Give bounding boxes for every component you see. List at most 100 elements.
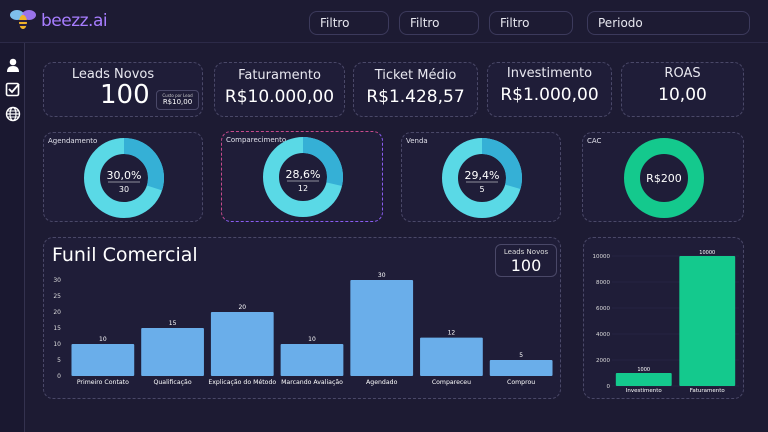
globe-icon[interactable] — [5, 106, 21, 122]
y-tick-label: 0 — [607, 384, 611, 390]
y-tick-label: 10000 — [593, 254, 611, 260]
donut-count: 5 — [479, 185, 484, 194]
cost-per-lead-box: Custo por Lead R$10,00 — [156, 90, 199, 110]
x-tick-label: Qualificação — [154, 379, 192, 386]
y-tick-label: 15 — [53, 325, 61, 332]
filter-1[interactable]: Filtro — [309, 11, 389, 35]
y-tick-label: 8000 — [596, 280, 610, 286]
donut-chart-agendamento: 30,0% 30 — [84, 138, 164, 218]
donut-percent: 30,0% — [107, 169, 142, 182]
kpi-faturamento-label: Faturamento — [238, 68, 321, 83]
y-tick-label: 2000 — [596, 358, 610, 364]
x-tick-label: Marcando Avaliação — [281, 379, 343, 386]
donut-card-comparecimento[interactable]: Comparecimento 28,6% 12 — [221, 131, 383, 222]
kpi-leads-label: Leads Novos — [71, 67, 155, 82]
y-tick-label: 6000 — [596, 306, 610, 312]
donut-chart-cac: R$200 — [624, 138, 704, 218]
kpi-ticket-card: Ticket Médio R$1.428,57 — [353, 62, 478, 117]
donut-ring — [624, 138, 704, 218]
y-tick-label: 0 — [57, 373, 61, 380]
bar-value-label: 15 — [169, 320, 177, 327]
kpi-investimento-card: Investimento R$1.000,00 — [487, 62, 612, 117]
funnel-bar[interactable] — [280, 344, 344, 376]
cost-per-lead-value: R$10,00 — [162, 98, 193, 106]
y-tick-label: 10 — [53, 341, 61, 348]
donut-ring-segment — [263, 137, 343, 217]
funnel-leads-badge: Leads Novos 100 — [495, 244, 557, 277]
donut-chart-venda: 29,4% 5 — [442, 138, 522, 218]
donut-percent: 29,4% — [465, 169, 500, 182]
donut-label: Comparecimento — [226, 136, 287, 144]
kpi-faturamento-value: R$10.000,00 — [224, 87, 335, 107]
funnel-card: Funil Comercial Leads Novos 100 0 5 10 15 20… — [43, 237, 561, 399]
y-tick-label: 5 — [57, 357, 61, 364]
donut-percent: 28,6% — [286, 168, 321, 181]
bar-value-label: 1000 — [637, 367, 650, 373]
kpi-roas-label: ROAS — [664, 66, 701, 81]
x-tick-label: Primeiro Contato — [77, 379, 129, 386]
x-tick-label: Investimento — [626, 388, 663, 394]
donut-ring-segment — [442, 138, 522, 218]
donut-label: Venda — [406, 137, 428, 145]
sidebar — [0, 43, 25, 432]
logo[interactable]: beezz.ai — [8, 7, 108, 35]
x-tick-label: Comprou — [507, 379, 535, 386]
revenue-bar[interactable] — [679, 256, 736, 386]
bee-icon — [8, 7, 38, 35]
kpi-investimento-label: Investimento — [506, 66, 593, 81]
revenue-card: 0 2000 4000 6000 8000 10000 1000 Investimento 10… — [583, 237, 744, 399]
top-bar: beezz.ai Filtro Filtro Filtro Periodo — [0, 0, 768, 43]
x-tick-label: Agendado — [366, 379, 398, 386]
donut-label: Agendamento — [48, 137, 98, 145]
kpi-ticket-value: R$1.428,57 — [366, 87, 465, 107]
kpi-leads-value: 100 — [100, 80, 150, 110]
funnel-bar[interactable] — [71, 344, 135, 376]
x-tick-label: Explicação do Método — [208, 378, 276, 386]
bar-value-label: 30 — [378, 272, 386, 279]
checkbox-icon[interactable] — [5, 81, 21, 97]
bar-value-label: 10000 — [699, 250, 715, 256]
funnel-bar[interactable] — [210, 312, 274, 376]
x-tick-label: Compareceu — [432, 379, 471, 386]
donut-ring-segment — [84, 138, 164, 218]
bar-value-label: 12 — [448, 330, 456, 337]
period-filter[interactable]: Periodo — [587, 11, 750, 35]
bar-value-label: 10 — [99, 336, 107, 343]
kpi-investimento-value: R$1.000,00 — [500, 85, 599, 105]
donut-count: 30 — [119, 185, 129, 194]
donut-card-venda: Venda 29,4% 5 — [401, 132, 561, 222]
bar-value-label: 5 — [519, 352, 523, 359]
x-tick-label: Faturamento — [690, 388, 726, 394]
funnel-badge-label: Leads Novos — [503, 248, 549, 256]
y-tick-label: 30 — [53, 277, 61, 284]
donut-center-value: R$200 — [646, 172, 682, 185]
funnel-bar[interactable] — [489, 360, 553, 376]
donut-card-agendamento: Agendamento 30,0% 30 — [43, 132, 203, 222]
funnel-bar-chart: 0 5 10 15 20 25 30 10 Primeiro Contato 15 Qualific… — [53, 272, 553, 386]
bar-value-label: 20 — [238, 304, 246, 311]
filter-3[interactable]: Filtro — [489, 11, 573, 35]
donut-chart-comparecimento: 28,6% 12 — [263, 137, 343, 217]
bar-value-label: 10 — [308, 336, 316, 343]
funnel-bar[interactable] — [350, 280, 414, 376]
y-tick-label: 4000 — [596, 332, 610, 338]
donut-label: CAC — [587, 137, 602, 145]
kpi-leads-card: Leads Novos 100 Custo por Lead R$10,00 — [43, 62, 203, 117]
revenue-bar[interactable] — [615, 373, 672, 386]
y-tick-label: 25 — [53, 293, 61, 300]
funnel-badge-value: 100 — [510, 256, 542, 275]
logo-text: beezz.ai — [41, 11, 108, 31]
kpi-ticket-label: Ticket Médio — [374, 68, 457, 83]
funnel-bar[interactable] — [141, 328, 204, 376]
funnel-bar[interactable] — [420, 337, 483, 376]
donut-card-cac: CAC R$200 — [582, 132, 744, 222]
filter-2[interactable]: Filtro — [399, 11, 479, 35]
kpi-roas-card: ROAS 10,00 — [621, 62, 744, 117]
kpi-faturamento-card: Faturamento R$10.000,00 — [214, 62, 345, 117]
cost-per-lead-label: Custo por Lead — [162, 93, 193, 98]
donut-count: 12 — [298, 184, 308, 193]
kpi-roas-value: 10,00 — [658, 85, 707, 105]
user-icon[interactable] — [5, 57, 21, 73]
revenue-bar-chart: 0 2000 4000 6000 8000 10000 1000 Investimento 10… — [593, 250, 739, 394]
y-tick-label: 20 — [53, 309, 61, 316]
